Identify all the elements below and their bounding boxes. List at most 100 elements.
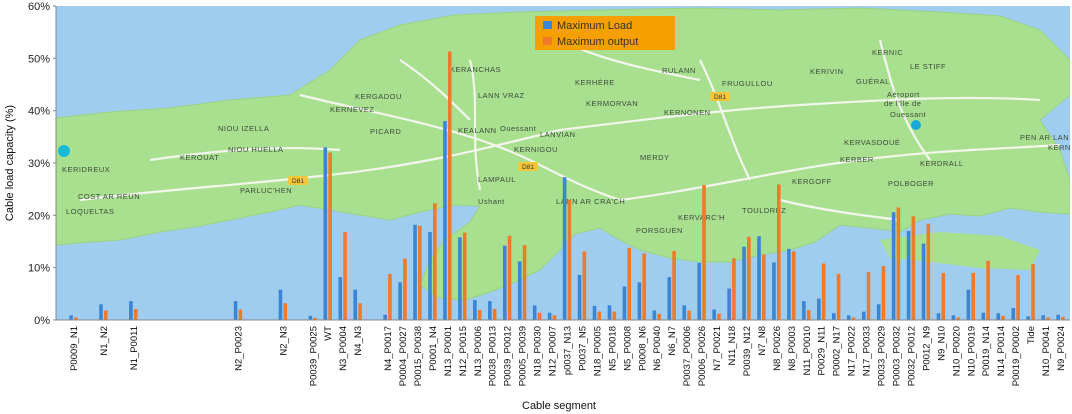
bar-maximum-output — [582, 251, 587, 320]
map-place-label: LAMPAUL — [478, 175, 516, 184]
map-place-label: KERMORVAN — [586, 99, 638, 108]
x-tick-label: N9_N10 — [936, 326, 947, 361]
bar-maximum-output — [687, 310, 691, 320]
x-tick-label: N1_P0011 — [129, 326, 140, 370]
x-tick-label: P0037_N5 — [577, 326, 588, 371]
bar-maximum-load — [936, 313, 941, 320]
bar-maximum-output — [1001, 315, 1005, 320]
map-place-label: KERNONEN — [664, 108, 711, 117]
map-road — [468, 59, 482, 191]
bar-maximum-load — [129, 301, 133, 320]
bar-maximum-output — [1031, 264, 1035, 320]
legend-label-maximum-output: Maximum output — [557, 36, 638, 48]
x-tick-label: N1_N2 — [99, 326, 110, 356]
map-road — [399, 59, 471, 121]
road-badge — [288, 176, 308, 185]
y-ticks: 0% 10% 20% 30% 40% 50% 60% — [28, 1, 56, 327]
bar-maximum-output — [403, 258, 407, 320]
map-place-label: KEALANN — [458, 126, 497, 135]
map-place-label: MERDY — [640, 153, 670, 162]
bar-maximum-output — [747, 236, 751, 320]
x-tick-label: N17_P0033 — [862, 326, 873, 376]
map-road — [619, 143, 1061, 202]
bar-maximum-output — [283, 303, 288, 320]
bar-maximum-load — [517, 261, 522, 320]
map-place-label: LANN VRAZ — [478, 91, 525, 100]
map-place-label: KERIDREUX — [62, 165, 110, 174]
legend-box — [535, 16, 675, 50]
x-tick-label: P0033_P0029 — [877, 326, 888, 386]
bar-maximum-output — [717, 313, 721, 320]
bar-maximum-load — [532, 305, 537, 320]
x-tick-label: p0037_N13 — [563, 326, 574, 375]
road-badge — [710, 92, 730, 101]
legend-swatch-maximum-load — [543, 21, 552, 29]
map-background: KERNIC GUÉRAL LE STIFF RULANN KERIVIN KERANCH… — [56, 6, 1071, 320]
x-tick-label: P0015_P0038 — [413, 326, 424, 386]
x-tick-label: N12_P0015 — [458, 326, 469, 376]
map-road — [559, 96, 1041, 132]
bar-maximum-load — [802, 301, 806, 320]
map-place-label: KERN — [1048, 143, 1071, 152]
x-tick-label: N18_P0005 — [592, 326, 603, 376]
x-tick-label: P0032_P0012 — [906, 326, 917, 386]
bar-maximum-output — [806, 310, 811, 320]
x-tick-label: N11_P0010 — [802, 326, 813, 375]
bar-maximum-load — [502, 245, 507, 320]
bar-maximum-load — [966, 289, 971, 320]
bar-maximum-load — [1011, 307, 1016, 320]
map-place-label: KERIVIN — [810, 67, 844, 76]
bar-maximum-output — [657, 313, 661, 320]
x-ticks: P0009_N1 N1_N2 N1_P0011 N2_P0023 N2_N3 P0039_… — [69, 326, 1067, 386]
bar-maximum-load — [787, 248, 791, 320]
bar-maximum-load — [413, 224, 417, 320]
x-tick-label: Tide — [1026, 326, 1037, 344]
bar-maximum-output — [851, 317, 856, 320]
map-place-label: KERBER — [840, 155, 874, 164]
y-tick-label: 50% — [28, 53, 50, 65]
map-place-label: NIOU HUELLA — [228, 145, 284, 154]
map-place-label: KERHÈRE — [575, 78, 615, 87]
bar-maximum-load — [547, 312, 552, 320]
bar-maximum-output — [881, 266, 886, 320]
bar-maximum-output — [507, 235, 512, 320]
road-badge — [518, 162, 538, 171]
bar-maximum-load — [981, 312, 986, 320]
x-tick-label: P0009_N1 — [69, 326, 80, 371]
bar-maximum-output — [1016, 274, 1020, 320]
legend-swatch-maximum-output — [543, 37, 552, 45]
x-tick-label: P0012_N9 — [921, 326, 932, 371]
bar-maximum-load — [99, 304, 103, 320]
bar-maximum-output — [642, 253, 646, 320]
x-tick-label: P0001_N4 — [428, 326, 439, 371]
road-badges: D81 D81 D81 — [288, 92, 730, 185]
x-tick-label: N17_P0022 — [847, 326, 858, 376]
road-badge-label: D81 — [714, 94, 726, 101]
bar-maximum-load — [323, 147, 328, 320]
map-place-label: KEROUAT — [180, 153, 219, 162]
bar-maximum-load — [383, 314, 387, 320]
legend: Maximum Load Maximum output — [535, 16, 675, 50]
bar-maximum-output — [866, 271, 871, 320]
x-tick-label: P0002_N17 — [832, 326, 843, 376]
map-place-label: KERGADOU — [355, 92, 402, 101]
map-place-label: KERDRALL — [920, 159, 964, 168]
bar-maximum-output — [1046, 317, 1050, 320]
island-south-patch — [880, 232, 1040, 270]
x-tick-label: N2_P0023 — [233, 326, 244, 371]
x-tick-label: P0003_P0032 — [892, 326, 903, 386]
airport-marker-icon — [911, 120, 921, 130]
bar-maximum-load — [817, 298, 821, 320]
x-tick-label: N7_N8 — [757, 326, 768, 356]
y-tick-label: 0% — [34, 315, 50, 327]
map-road — [878, 39, 931, 161]
bar-maximum-output — [238, 309, 243, 320]
x-tick-label: N13_P0001 — [443, 326, 454, 376]
bar-maximum-output — [732, 258, 736, 320]
map-roads — [79, 39, 1061, 222]
bar-maximum-output — [133, 309, 138, 320]
map-place-label: COST AR REUN — [78, 192, 140, 201]
x-tick-label: N4_P0017 — [383, 326, 394, 371]
bar-maximum-load — [652, 310, 657, 320]
bar-maximum-load — [712, 309, 716, 320]
